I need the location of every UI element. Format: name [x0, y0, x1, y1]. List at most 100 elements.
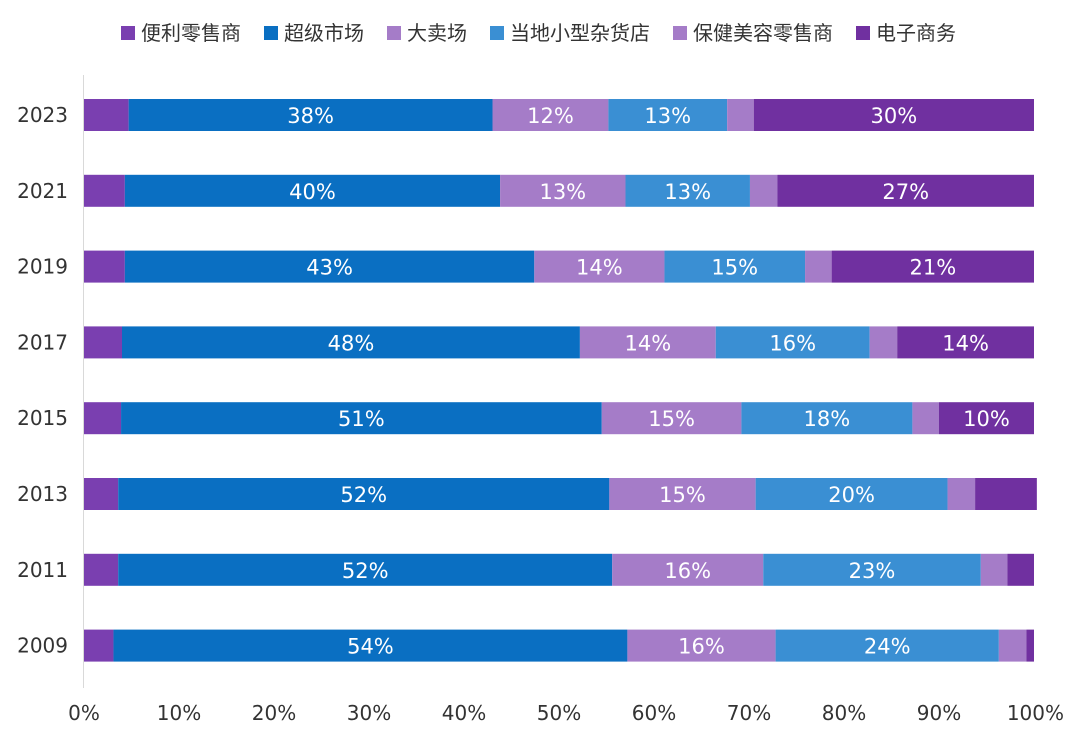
legend-swatch	[264, 26, 278, 40]
data-label: 15%	[648, 407, 695, 431]
bar-segment	[122, 326, 580, 359]
bar-segment	[627, 629, 776, 662]
bar-segment	[998, 629, 1027, 662]
bar-segment	[625, 174, 750, 207]
data-label: 12%	[527, 104, 574, 128]
bar-segment	[1026, 629, 1034, 662]
legend-swatch	[856, 26, 870, 40]
bar-segment	[608, 99, 728, 131]
bar-segment	[897, 326, 1034, 359]
legend-item: 电子商务	[856, 21, 956, 45]
x-tick-label: 40%	[442, 701, 486, 725]
bar-row: 51% 15% 18% 10%	[84, 402, 1034, 435]
x-tick-label: 20%	[252, 701, 296, 725]
data-label: 13%	[539, 180, 586, 204]
bar-segment	[601, 402, 742, 435]
legend-label: 大卖场	[407, 21, 467, 45]
data-label: 14%	[624, 331, 671, 355]
legend-swatch	[490, 26, 504, 40]
bar-segment	[664, 250, 806, 283]
bar-segment	[727, 99, 754, 131]
legend-label: 当地小型杂货店	[510, 21, 650, 45]
legend-swatch	[387, 26, 401, 40]
data-label: 20%	[828, 483, 875, 507]
data-label: 51%	[338, 407, 385, 431]
data-label: 14%	[942, 331, 989, 355]
bar-segment	[755, 478, 948, 510]
legend-item: 便利零售商	[121, 21, 241, 45]
bar-segment	[763, 553, 981, 586]
category-label: 2015	[17, 406, 68, 430]
bar-segment	[84, 553, 119, 586]
legend-item: 当地小型杂货店	[490, 21, 650, 45]
bar-row: 54% 16% 24%	[84, 629, 1034, 662]
bar-row: 52% 15% 20%	[84, 478, 1037, 510]
x-tick-label: 0%	[68, 701, 100, 725]
bar-row: 48% 14% 16% 14%	[84, 326, 1034, 359]
bar-segment	[609, 478, 756, 510]
category-label: 2013	[17, 482, 68, 506]
bar-segment	[113, 629, 628, 662]
bar-segment	[128, 99, 493, 131]
x-tick-label: 90%	[917, 701, 961, 725]
bar-segment	[777, 174, 1034, 207]
legend-swatch	[673, 26, 687, 40]
bar-segment	[1007, 553, 1034, 586]
data-label: 18%	[804, 407, 851, 431]
bar-segment	[84, 99, 129, 131]
data-label: 13%	[644, 104, 691, 128]
bar-segment	[715, 326, 870, 359]
x-tick-label: 70%	[727, 701, 771, 725]
bar-segment	[492, 99, 609, 131]
x-tick-label: 30%	[347, 701, 391, 725]
bar-segment	[124, 174, 501, 207]
legend-item: 大卖场	[387, 21, 467, 45]
legend-label: 便利零售商	[141, 21, 241, 45]
bar-segment	[84, 478, 119, 510]
bar-segment	[912, 402, 939, 435]
bar-segment	[118, 478, 610, 510]
bar-row: 40% 13% 13% 27%	[84, 174, 1034, 207]
legend-item: 保健美容零售商	[673, 21, 833, 45]
bar-segment	[947, 478, 976, 510]
bar-segment	[500, 174, 626, 207]
x-tick-label: 100%	[1007, 701, 1064, 725]
data-label: 16%	[678, 635, 725, 659]
data-label: 21%	[909, 256, 956, 280]
data-label: 15%	[659, 483, 706, 507]
bar-segment	[124, 250, 535, 283]
data-label: 16%	[664, 559, 711, 583]
category-axis: 2023 2021 2019 2017 2015 2013 2011 2009	[17, 103, 68, 658]
data-label: 30%	[871, 104, 918, 128]
data-label: 14%	[576, 256, 623, 280]
data-label: 38%	[287, 104, 334, 128]
legend-label: 保健美容零售商	[693, 21, 833, 45]
data-label: 48%	[328, 331, 375, 355]
x-tick-label: 50%	[537, 701, 581, 725]
category-label: 2017	[17, 330, 68, 354]
category-label: 2009	[17, 634, 68, 658]
data-label: 24%	[864, 635, 911, 659]
bar-segment	[121, 402, 602, 435]
legend-label: 电子商务	[876, 21, 956, 45]
category-label: 2023	[17, 103, 68, 127]
data-label: 13%	[664, 180, 711, 204]
category-label: 2021	[17, 179, 68, 203]
bar-segment	[84, 326, 122, 359]
bar-row: 43% 14% 15% 21%	[84, 250, 1034, 283]
legend-label: 超级市场	[284, 21, 364, 45]
bar-row: 38% 12% 13% 30%	[84, 99, 1034, 131]
bar-segment	[84, 250, 125, 283]
legend-swatch	[121, 26, 135, 40]
data-label: 16%	[769, 331, 816, 355]
data-label: 23%	[849, 559, 896, 583]
x-tick-label: 10%	[157, 701, 201, 725]
data-label: 15%	[711, 256, 758, 280]
bar-segment	[805, 250, 832, 283]
bar-segment	[612, 553, 764, 586]
bar-segment	[753, 99, 1034, 131]
data-label: 40%	[289, 180, 336, 204]
bar-segment	[84, 174, 125, 207]
bar-segment	[869, 326, 898, 359]
